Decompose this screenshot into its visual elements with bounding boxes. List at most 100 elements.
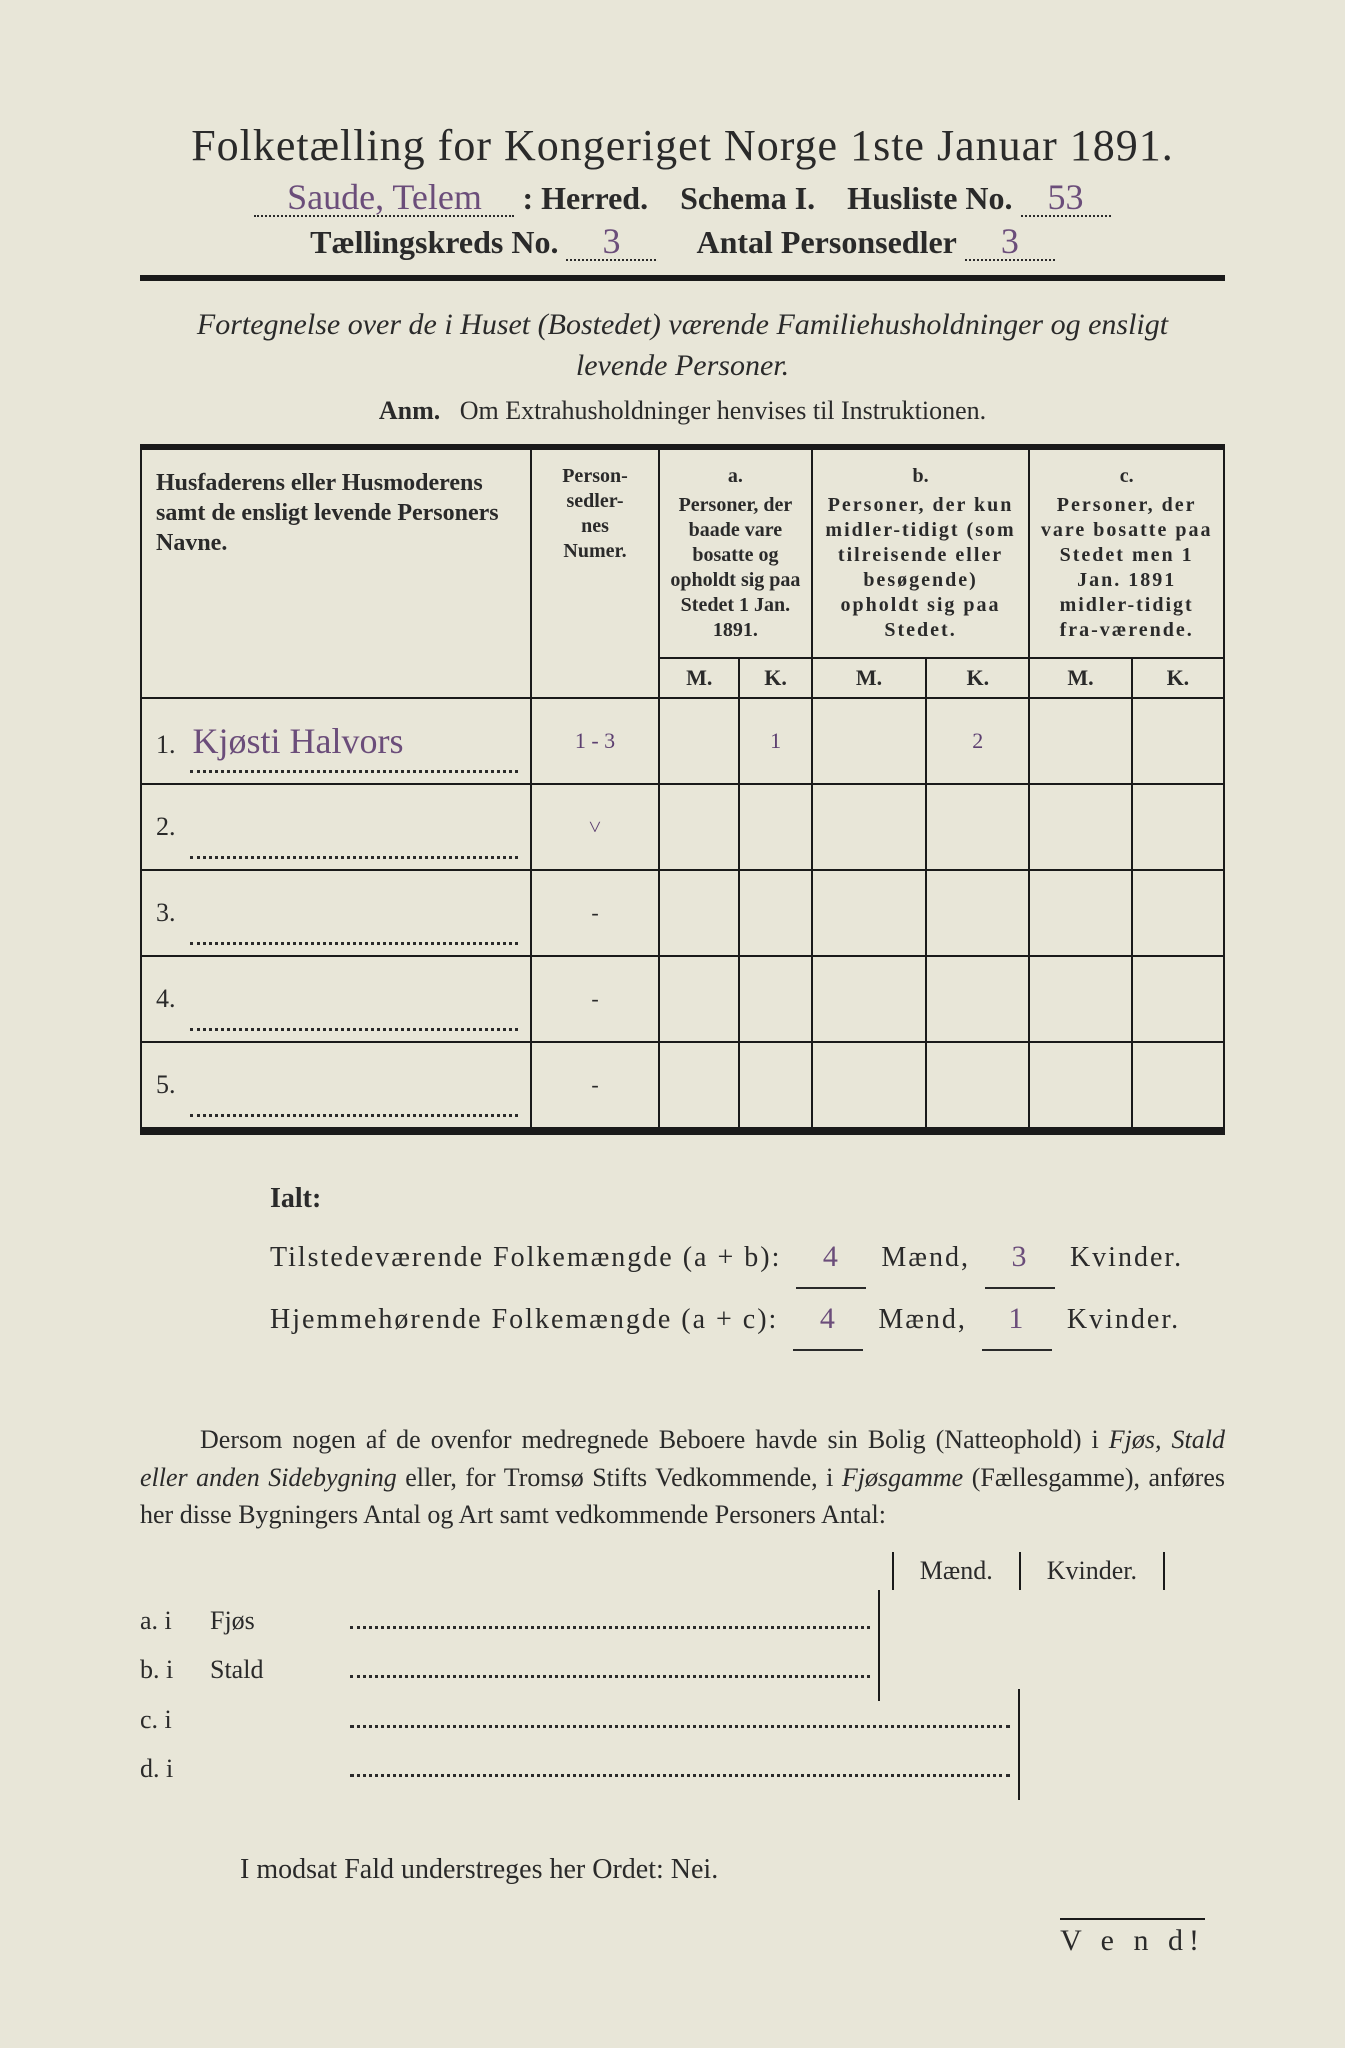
kvinder-label-2: Kvinder.: [1067, 1304, 1180, 1335]
antal-label: Antal Personsedler: [696, 224, 956, 260]
cell: [659, 956, 739, 1042]
col-names-text: Husfaderens eller Husmoderens samt de en…: [156, 470, 499, 556]
row-1-b-k: 2: [926, 698, 1029, 784]
totals-2-label: Hjemmehørende Folkemængde (a + c):: [270, 1304, 778, 1335]
col-numer: Person- sedler- nes Numer.: [531, 447, 659, 698]
row-1-a-k: 1: [739, 698, 811, 784]
cell: [739, 870, 811, 956]
cell: [926, 956, 1029, 1042]
totals-1-label: Tilstedeværende Folkemængde (a + b):: [270, 1242, 781, 1273]
herred-value: Saude, Telem: [254, 179, 514, 217]
b-word: Stald: [210, 1645, 350, 1694]
kreds-value: 3: [566, 223, 656, 261]
cell: [1029, 956, 1131, 1042]
totals-1-k: 3: [985, 1227, 1055, 1289]
row-2-numer: ˅: [531, 784, 659, 870]
a-tag: a. i: [140, 1596, 210, 1645]
cell: [1132, 1042, 1224, 1128]
row-5-name: 5.: [141, 1042, 531, 1128]
row-3-name: 3.: [141, 870, 531, 956]
cell: [1029, 870, 1131, 956]
kreds-label: Tællingskreds No.: [310, 224, 558, 260]
subtitle-line-1: Fortegnelse over de i Huset (Bostedet) v…: [197, 308, 1168, 341]
husliste-value: 53: [1021, 179, 1111, 217]
header-line-2: Saude, Telem : Herred. Schema I. Huslist…: [140, 179, 1225, 217]
cell: [812, 956, 926, 1042]
subtitle: Fortegnelse over de i Huset (Bostedet) v…: [170, 305, 1195, 386]
totals-block: Ialt: Tilstedeværende Folkemængde (a + b…: [270, 1171, 1225, 1351]
b-dots: [350, 1675, 870, 1678]
col-b-text: Personer, der kun midler-tidigt (som til…: [825, 494, 1015, 641]
a-dots: [350, 1626, 870, 1629]
row-2-name: 2.: [141, 784, 531, 870]
abcd-row-d: d. i: [140, 1744, 1225, 1793]
maend-label-2: Mænd,: [878, 1304, 967, 1335]
d-dots: [350, 1774, 1010, 1777]
col-a-text: Personer, der baade vare bosatte og opho…: [670, 494, 800, 641]
vbar: [878, 1639, 880, 1700]
row-dots: [190, 942, 518, 945]
d-tag: d. i: [140, 1744, 210, 1793]
header-line-3: Tællingskreds No. 3 Antal Personsedler 3: [140, 223, 1225, 261]
col-b-k: K.: [926, 658, 1029, 698]
anm-label: Anm.: [379, 396, 440, 425]
a-word: Fjøs: [210, 1596, 350, 1645]
row-3-num: 3.: [156, 898, 186, 928]
cell: [659, 784, 739, 870]
col-a-label: a.: [668, 464, 803, 489]
cell: [926, 1042, 1029, 1128]
row-dots: [190, 1114, 518, 1117]
census-form-page: Folketælling for Kongeriget Norge 1ste J…: [0, 0, 1345, 2048]
totals-1-m: 4: [796, 1227, 866, 1289]
anm-line: Anm. Om Extrahusholdninger henvises til …: [140, 396, 1225, 426]
totals-line-2: Hjemmehørende Folkemængde (a + c): 4 Mæn…: [270, 1289, 1225, 1351]
cell: [659, 870, 739, 956]
table-row: 4. -: [141, 956, 1224, 1042]
cell: [812, 784, 926, 870]
mk-kvinder: Kvinder.: [1019, 1552, 1165, 1590]
herred-label: : Herred.: [522, 180, 648, 216]
col-b: b. Personer, der kun midler-tidigt (som …: [812, 447, 1029, 658]
main-table-wrap: Husfaderens eller Husmoderens samt de en…: [140, 444, 1225, 1135]
row-dots: [190, 856, 518, 859]
anm-text: Om Extrahusholdninger henvises til Instr…: [460, 396, 986, 425]
row-1-a-m: [659, 698, 739, 784]
cell: [739, 956, 811, 1042]
row-1-c-k: [1132, 698, 1224, 784]
cell: [812, 1042, 926, 1128]
kvinder-label: Kvinder.: [1070, 1242, 1183, 1273]
abcd-row-c: c. i: [140, 1695, 1225, 1744]
totals-2-m: 4: [793, 1289, 863, 1351]
husliste-label: Husliste No.: [847, 180, 1012, 216]
vbar: [1018, 1738, 1020, 1799]
schema-label: Schema I.: [680, 180, 815, 216]
cell: [1132, 870, 1224, 956]
totals-line-1: Tilstedeværende Folkemængde (a + b): 4 M…: [270, 1227, 1225, 1289]
para-em2: Fjøsgamme: [842, 1463, 963, 1492]
cell: [1132, 784, 1224, 870]
cell: [739, 1042, 811, 1128]
row-1-c-m: [1029, 698, 1131, 784]
vend-label: V e n d!: [1060, 1918, 1205, 1958]
mk-header: Mænd.Kvinder.: [140, 1552, 1225, 1590]
row-3-numer: -: [531, 870, 659, 956]
row-1-name-hw: Kjøsti Halvors: [193, 721, 404, 761]
col-names: Husfaderens eller Husmoderens samt de en…: [141, 447, 531, 698]
col-c-text: Personer, der vare bosatte paa Stedet me…: [1041, 494, 1213, 641]
col-c-label: c.: [1038, 464, 1215, 489]
col-a: a. Personer, der baade vare bosatte og o…: [659, 447, 812, 658]
row-5-numer: -: [531, 1042, 659, 1128]
page-title: Folketælling for Kongeriget Norge 1ste J…: [140, 120, 1225, 171]
mk-maend: Mænd.: [892, 1552, 1019, 1590]
table-row: 3. -: [141, 870, 1224, 956]
c-tag: c. i: [140, 1695, 210, 1744]
nei-line: I modsat Fald understreges her Ordet: Ne…: [140, 1854, 1225, 1886]
row-4-name: 4.: [141, 956, 531, 1042]
row-dots: [190, 770, 518, 773]
abcd-row-b: b. i Stald: [140, 1645, 1225, 1694]
cell: [926, 870, 1029, 956]
ialt-label: Ialt:: [270, 1171, 1225, 1227]
table-row: 2. ˅: [141, 784, 1224, 870]
row-1-numer: 1 - 3: [531, 698, 659, 784]
maend-label: Mænd,: [881, 1242, 970, 1273]
